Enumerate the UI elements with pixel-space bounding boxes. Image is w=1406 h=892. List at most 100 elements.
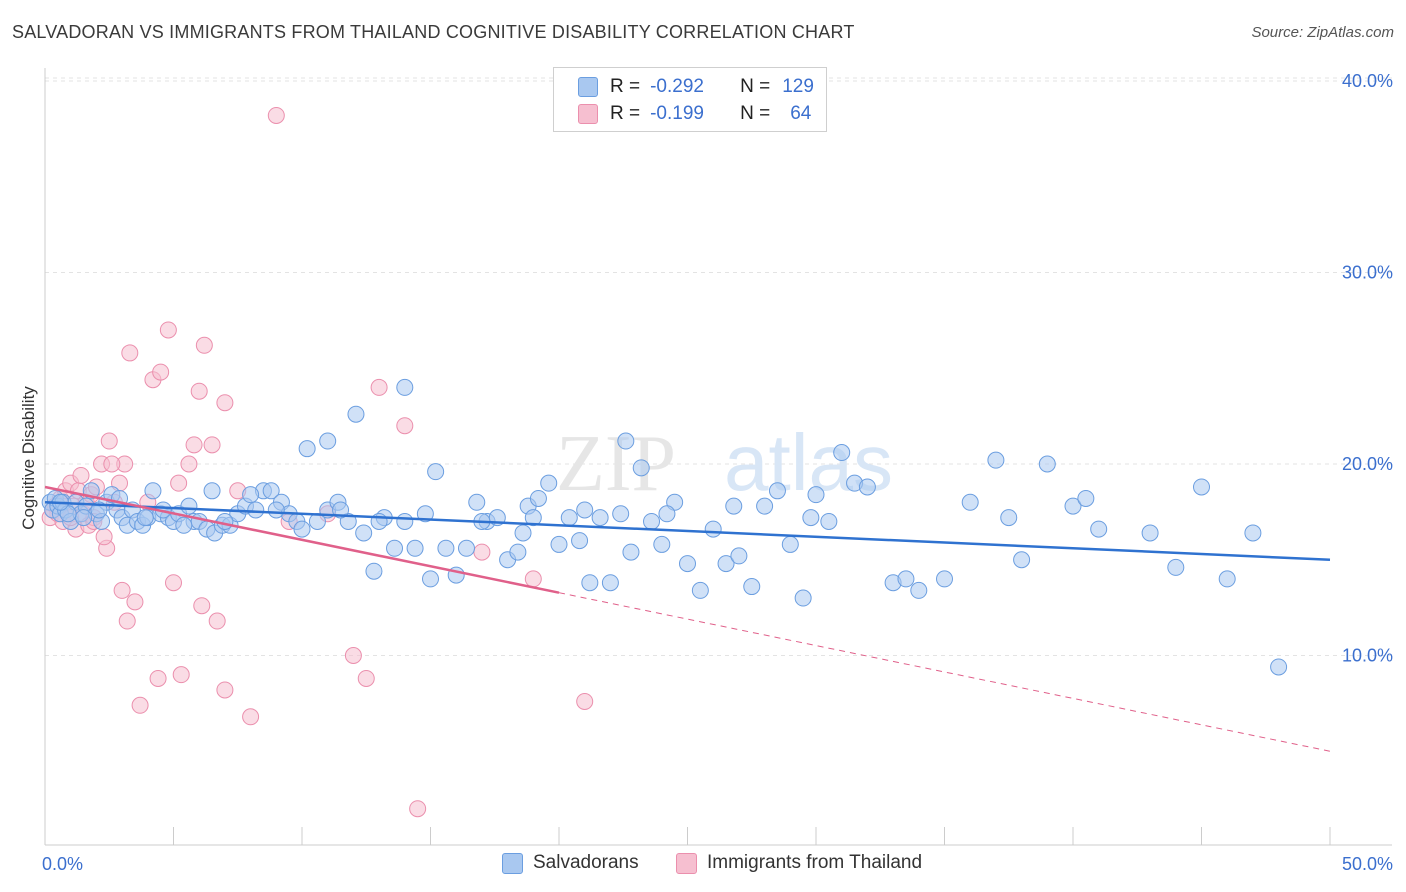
thailand-point <box>370 378 388 396</box>
y-tick-label: 40.0% <box>1342 71 1393 91</box>
trend-lines <box>44 485 1331 752</box>
salvadoran-point <box>560 509 578 527</box>
salvadoran-point <box>1167 558 1185 576</box>
thailand-point <box>576 692 594 710</box>
thailand-point <box>103 455 121 473</box>
thailand-point <box>193 597 211 615</box>
salvadoran-point <box>524 509 542 527</box>
salvadoran-point <box>643 512 661 530</box>
salvadoran-point <box>1090 520 1108 538</box>
thailand-trend-line <box>44 485 560 594</box>
thailand-point <box>152 363 170 381</box>
salvadoran-point <box>632 459 650 477</box>
y-tick-label: 10.0% <box>1342 646 1393 666</box>
thailand-point <box>118 612 136 630</box>
thailand-point <box>113 581 131 599</box>
source-label: Source: ZipAtlas.com <box>1251 24 1394 41</box>
salvadoran-point <box>1244 524 1262 542</box>
thailand-swatch <box>578 104 598 124</box>
grid-layer <box>45 77 1392 656</box>
salvadoran-point <box>136 509 154 527</box>
salvadoran-point <box>298 440 316 458</box>
salvadoran-point <box>743 578 761 596</box>
salvadoran-point <box>247 501 265 519</box>
r-value: -0.292 <box>650 76 704 97</box>
salvadoran-trend-line <box>44 501 1331 561</box>
salvadoran-point <box>591 509 609 527</box>
salvadoran-point <box>406 539 424 557</box>
thailand-point <box>409 800 427 818</box>
salvadoran-point <box>262 482 280 500</box>
thailand-point <box>195 336 213 354</box>
thailand-point <box>344 647 362 664</box>
chart-title: SALVADORAN VS IMMIGRANTS FROM THAILAND C… <box>12 22 855 42</box>
thailand-point <box>357 669 375 687</box>
salvadoran-point <box>571 532 589 550</box>
salvadoran-point <box>416 505 434 523</box>
salvadoran-point <box>347 405 365 423</box>
salvadoran-point <box>1193 478 1210 496</box>
salvadoran-point <box>1270 658 1288 676</box>
salvadoran-point <box>617 432 635 450</box>
salvadoran-point <box>180 497 198 515</box>
salvadoran-point <box>550 535 568 553</box>
salvadoran-point <box>437 539 455 557</box>
salvadoran-point <box>457 539 475 557</box>
legend-label: Immigrants from Thailand <box>707 852 923 873</box>
salvadoran-point <box>319 432 337 450</box>
thailand-point <box>524 570 542 588</box>
salvadoran-point <box>75 509 93 527</box>
thailand-point <box>203 436 221 454</box>
salvadoran-point <box>427 463 445 481</box>
salvadorans-swatch <box>578 77 598 97</box>
salvadoran-point <box>622 543 640 561</box>
n-value: 129 <box>782 76 814 97</box>
salvadoran-point <box>936 570 953 588</box>
thailand-point <box>170 474 188 492</box>
salvadoran-point <box>897 570 915 588</box>
salvadoran-point <box>704 520 722 538</box>
thailand-point <box>267 106 285 124</box>
salvadoran-point <box>396 512 414 530</box>
salvadoran-point <box>858 478 876 496</box>
thailand-points <box>41 106 594 818</box>
salvadoran-point <box>658 505 676 523</box>
y-axis-label: Cognitive Disability <box>19 386 38 530</box>
salvadoran-point <box>468 493 486 511</box>
salvadoran-point <box>203 482 221 500</box>
thailand-point <box>72 466 90 484</box>
thailand-point <box>172 666 190 684</box>
salvadoran-point <box>175 516 193 534</box>
salvadoran-point <box>768 482 786 500</box>
salvadoran-point <box>679 555 696 573</box>
thailand-point <box>126 593 144 611</box>
salvadoran-point <box>781 535 799 553</box>
r-value: -0.199 <box>650 103 704 124</box>
n-value: 64 <box>790 103 812 124</box>
salvadoran-point <box>216 512 234 530</box>
salvadoran-point <box>653 535 671 553</box>
salvadoran-point <box>293 520 311 538</box>
thailand-point <box>149 669 167 687</box>
salvadoran-point <box>332 501 350 519</box>
legend-label: Salvadorans <box>533 852 639 873</box>
salvadoran-point <box>1064 497 1082 515</box>
thailand-point <box>190 382 208 400</box>
r-label: R = <box>610 103 641 124</box>
salvadoran-point <box>355 524 373 542</box>
legend-row-salvadorans: R = -0.292 N = 129 <box>578 74 814 100</box>
salvadoran-point <box>717 555 735 573</box>
n-label: N = <box>740 103 771 124</box>
thailand-point <box>159 321 177 339</box>
thailand-point <box>242 708 260 726</box>
tick-labels: 10.0% 20.0% 30.0% 40.0% 0.0% 50.0% <box>42 71 1393 874</box>
salvadoran-point <box>540 474 558 492</box>
thailand-point <box>180 455 198 473</box>
salvadoran-point <box>514 524 532 542</box>
salvadoran-point <box>601 574 619 592</box>
thailand-trend-extension <box>558 592 1331 752</box>
thailand-point <box>131 696 149 714</box>
salvadoran-point <box>961 493 979 511</box>
salvadoran-point <box>691 581 709 599</box>
